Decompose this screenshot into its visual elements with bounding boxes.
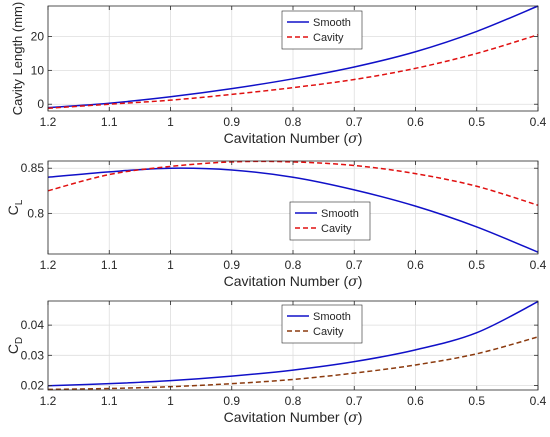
y-tick-label: 0.03 xyxy=(21,348,45,362)
legend-box xyxy=(281,10,363,50)
x-tick-label: 0.8 xyxy=(285,258,302,272)
x-tick-label: 0.6 xyxy=(407,258,424,272)
x-tick-label: 0.9 xyxy=(223,258,240,272)
x-axis-label-sigma: σ xyxy=(348,410,358,426)
x-tick-label: 0.9 xyxy=(223,394,240,408)
chart-panel-3: 1.2 1.1 1 0.9 0.8 0.7 0.6 0.5 0.4 0.02 0.03 0.04 Cav… xyxy=(5,300,547,426)
x-axis-label-sigma: σ xyxy=(348,131,358,147)
series-line-cavity xyxy=(47,34,539,110)
x-axis-label-close: ) xyxy=(358,273,363,289)
x-tick-label: 1 xyxy=(167,394,174,408)
x-axis-label-text: Cavitation Number ( xyxy=(224,409,349,425)
y-axis-label: Cavity Length (mm) xyxy=(10,2,25,115)
legend-box xyxy=(281,304,363,344)
x-axis-label-close: ) xyxy=(358,130,363,146)
legend: Smooth Cavity xyxy=(289,201,371,241)
x-tick-label: 0.7 xyxy=(346,115,363,129)
legend-label-cavity: Cavity xyxy=(313,32,344,44)
x-tick-label: 0.6 xyxy=(407,394,424,408)
x-tick-label: 0.8 xyxy=(285,394,302,408)
series-line-cavity xyxy=(47,160,539,206)
x-tick-label: 0.5 xyxy=(468,115,485,129)
x-tick-label: 0.6 xyxy=(407,115,424,129)
chart-panel-1: 1.2 1.1 1 0.9 0.8 0.7 0.6 0.5 0.4 0 10 20 Cavitation… xyxy=(10,2,547,147)
y-tick-label: 10 xyxy=(31,63,45,77)
x-axis-label: Cavitation Number (σ) xyxy=(224,409,363,426)
x-axis-label-text: Cavitation Number ( xyxy=(224,273,349,289)
x-tick-label: 0.5 xyxy=(468,394,485,408)
legend-box xyxy=(289,201,371,241)
legend-label-smooth: Smooth xyxy=(313,311,351,323)
x-tick-label: 1 xyxy=(167,258,174,272)
legend: Smooth Cavity xyxy=(281,304,363,344)
y-tick-label: 20 xyxy=(31,29,45,43)
y-axis-label: CD xyxy=(5,337,25,354)
x-tick-label: 1.1 xyxy=(101,115,118,129)
series-line-smooth xyxy=(47,5,539,109)
chart-panel-2: 1.2 1.1 1 0.9 0.8 0.7 0.6 0.5 0.4 0.8 0.85 Cavitati… xyxy=(5,160,547,290)
x-tick-label: 0.4 xyxy=(530,258,547,272)
y-tick-label: 0 xyxy=(37,97,44,111)
legend: Smooth Cavity xyxy=(281,10,363,50)
series-line-smooth xyxy=(47,300,539,387)
y-axis-label-sub: L xyxy=(14,199,25,205)
x-axis-label-close: ) xyxy=(358,409,363,425)
y-tick-label: 0.85 xyxy=(21,161,45,175)
x-tick-label: 1.2 xyxy=(40,394,57,408)
x-tick-label: 0.9 xyxy=(223,115,240,129)
x-tick-label: 1 xyxy=(167,115,174,129)
x-tick-label: 1.1 xyxy=(101,258,118,272)
y-tick-label: 0.02 xyxy=(21,378,45,392)
series-line-smooth xyxy=(47,167,539,253)
x-axis-label-sigma: σ xyxy=(348,274,358,290)
legend-label-smooth: Smooth xyxy=(313,17,351,29)
x-axis-label: Cavitation Number (σ) xyxy=(224,130,363,147)
series-line-cavity xyxy=(47,336,539,391)
y-axis-label-sub: D xyxy=(14,337,25,344)
x-tick-label: 1.2 xyxy=(40,115,57,129)
y-axis-label-main: C xyxy=(5,205,21,215)
x-tick-label: 0.5 xyxy=(468,258,485,272)
y-axis-label-main: C xyxy=(5,344,21,354)
x-axis-label-text: Cavitation Number ( xyxy=(224,130,349,146)
x-tick-label: 0.4 xyxy=(530,394,547,408)
legend-label-smooth: Smooth xyxy=(321,208,359,220)
x-axis-label: Cavitation Number (σ) xyxy=(224,273,363,290)
x-tick-label: 1.2 xyxy=(40,258,57,272)
x-tick-label: 0.8 xyxy=(285,115,302,129)
x-tick-label: 0.7 xyxy=(346,258,363,272)
y-tick-label: 0.8 xyxy=(27,206,44,220)
legend-label-cavity: Cavity xyxy=(321,223,352,235)
x-tick-label: 0.4 xyxy=(530,115,547,129)
y-axis-label: CL xyxy=(5,199,25,215)
y-tick-label: 0.04 xyxy=(21,318,45,332)
legend-label-cavity: Cavity xyxy=(313,326,344,338)
x-tick-label: 1.1 xyxy=(101,394,118,408)
x-tick-label: 0.7 xyxy=(346,394,363,408)
